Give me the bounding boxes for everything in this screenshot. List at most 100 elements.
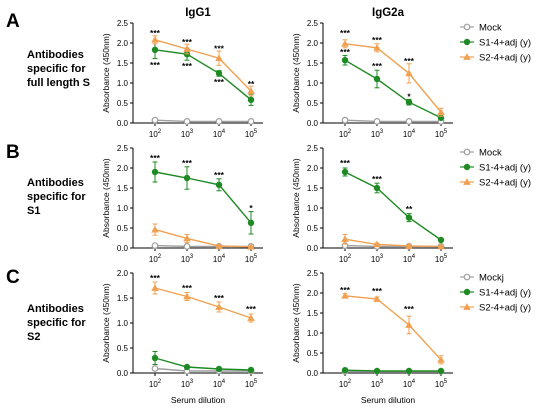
data-point bbox=[405, 117, 413, 125]
data-point bbox=[183, 234, 191, 242]
legend-item: S1-4+adj (y) bbox=[460, 163, 531, 174]
x-tick-exponent: 2 bbox=[348, 129, 352, 135]
row-label-c-line3: S2 bbox=[27, 331, 40, 343]
legend-marker bbox=[463, 273, 471, 281]
legend-item: S2-4+adj (y) bbox=[460, 178, 531, 189]
data-point bbox=[215, 181, 223, 188]
series-line bbox=[344, 369, 441, 372]
x-tick-exponent: 5 bbox=[254, 379, 258, 385]
x-tick-exponent: 4 bbox=[222, 379, 226, 385]
x-tick-exponent: 2 bbox=[158, 254, 162, 260]
row-label-c-line1: Antibodies bbox=[27, 303, 84, 315]
x-tick-base: 10 bbox=[435, 255, 444, 264]
y-tick-label: 0.5 bbox=[117, 99, 129, 108]
x-tick-base: 10 bbox=[339, 130, 348, 139]
data-point bbox=[183, 363, 191, 371]
significance-label: *** bbox=[340, 28, 351, 38]
y-tick-label: 2.0 bbox=[307, 39, 319, 48]
y-tick-label: 2.0 bbox=[307, 289, 319, 298]
significance-label: *** bbox=[340, 47, 351, 57]
series-line bbox=[344, 295, 442, 361]
x-tick-label: 103 bbox=[181, 379, 194, 389]
x-tick-base: 10 bbox=[435, 380, 444, 389]
data-point bbox=[405, 69, 413, 77]
data-point bbox=[183, 174, 191, 182]
y-tick-label: 1.0 bbox=[307, 204, 319, 213]
x-tick-label: 105 bbox=[245, 379, 258, 389]
y-tick-label: 2.5 bbox=[117, 144, 129, 153]
significance-label: *** bbox=[214, 293, 225, 303]
legend-marker bbox=[463, 178, 471, 185]
legend-label: S1-4+adj (y) bbox=[479, 288, 531, 299]
y-tick-label: 1.0 bbox=[117, 204, 129, 213]
series-line bbox=[344, 238, 442, 248]
x-tick-label: 103 bbox=[371, 379, 384, 389]
legend-item: S1-4+adj (y) bbox=[460, 288, 531, 299]
legend-marker bbox=[463, 23, 471, 31]
y-axis-label: Absorbance (450nm) bbox=[101, 283, 111, 363]
significance-label: ** bbox=[406, 204, 413, 214]
x-tick-base: 10 bbox=[245, 255, 254, 264]
legend-label: S2-4+adj (y) bbox=[479, 178, 531, 189]
series-1 bbox=[151, 116, 255, 125]
data-point bbox=[373, 295, 381, 302]
x-tick-base: 10 bbox=[245, 130, 254, 139]
data-point bbox=[183, 117, 191, 125]
series-line bbox=[154, 39, 252, 92]
data-point bbox=[341, 116, 349, 124]
x-tick-base: 10 bbox=[149, 380, 158, 389]
y-tick-label: 1.5 bbox=[307, 184, 319, 193]
data-point bbox=[341, 235, 349, 243]
data-point bbox=[341, 367, 349, 374]
x-tick-label: 105 bbox=[435, 254, 448, 264]
significance-label: *** bbox=[404, 56, 415, 66]
y-tick-label: 0.0 bbox=[307, 244, 319, 253]
legend-item: Mock bbox=[460, 23, 502, 34]
data-point bbox=[341, 40, 349, 47]
data-point bbox=[373, 240, 381, 248]
x-tick-exponent: 5 bbox=[254, 254, 258, 260]
x-tick-base: 10 bbox=[339, 255, 348, 264]
x-tick-base: 10 bbox=[181, 255, 190, 264]
x-tick-exponent: 3 bbox=[380, 129, 384, 135]
y-tick-label: 2.0 bbox=[307, 164, 319, 173]
data-point bbox=[215, 54, 223, 62]
data-point bbox=[151, 168, 159, 176]
significance-label: *** bbox=[182, 61, 193, 71]
chart-title: IgG2a bbox=[372, 7, 405, 19]
series-line bbox=[344, 119, 441, 123]
legend-marker bbox=[463, 148, 471, 156]
y-tick-label: 0.5 bbox=[117, 224, 129, 233]
y-tick-label: 0.5 bbox=[307, 349, 319, 358]
x-tick-exponent: 4 bbox=[222, 129, 226, 135]
significance-label: *** bbox=[182, 37, 193, 47]
x-tick-base: 10 bbox=[149, 255, 158, 264]
x-tick-exponent: 2 bbox=[158, 379, 162, 385]
data-point bbox=[437, 242, 445, 250]
data-point bbox=[183, 292, 191, 300]
x-tick-exponent: 3 bbox=[190, 129, 194, 135]
data-point bbox=[437, 108, 445, 116]
y-tick-label: 0.0 bbox=[307, 119, 319, 128]
y-tick-label: 2.5 bbox=[117, 19, 129, 28]
y-tick-label: 0.5 bbox=[117, 344, 129, 353]
series-3 bbox=[341, 39, 445, 117]
data-point bbox=[373, 367, 381, 375]
x-tick-base: 10 bbox=[245, 380, 254, 389]
panel-letter-a: A bbox=[6, 11, 20, 32]
y-tick-label: 0.0 bbox=[117, 244, 129, 253]
series-line bbox=[154, 357, 252, 371]
data-point bbox=[437, 356, 445, 363]
x-tick-base: 10 bbox=[371, 130, 380, 139]
x-tick-label: 105 bbox=[245, 254, 258, 264]
x-tick-label: 103 bbox=[181, 129, 194, 139]
x-tick-label: 102 bbox=[339, 254, 352, 264]
data-point bbox=[405, 367, 413, 375]
series-2 bbox=[341, 167, 445, 244]
legend-marker bbox=[463, 163, 471, 171]
panel-letter-c: C bbox=[6, 267, 20, 288]
